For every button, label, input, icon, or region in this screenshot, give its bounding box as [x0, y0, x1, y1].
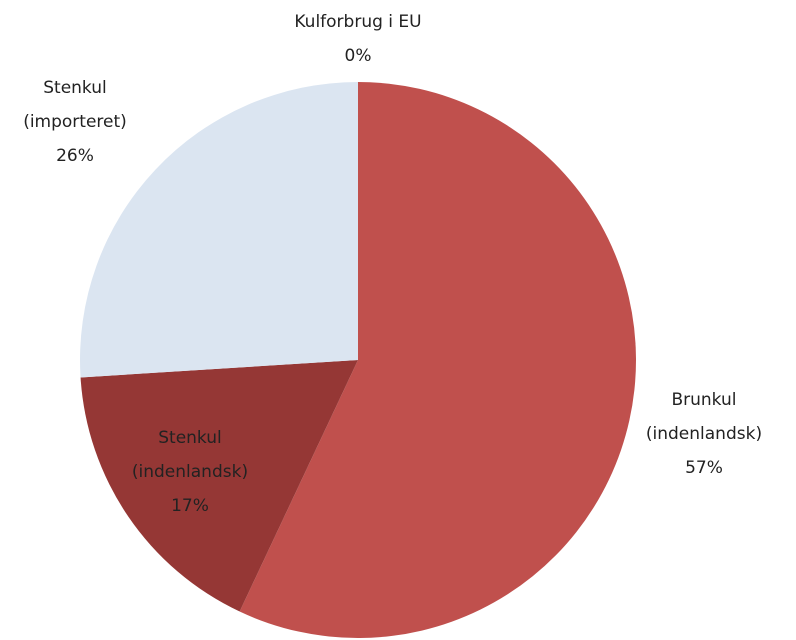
value-label: 0% [345, 46, 372, 66]
pie-slice [239, 82, 637, 639]
value-label: 17% [171, 496, 209, 516]
pie-slice [80, 360, 358, 612]
slice-label: (importeret) [23, 112, 127, 132]
slice-label: (indenlandsk) [132, 462, 248, 482]
slice-label: (indenlandsk) [646, 424, 762, 444]
slice-label: Kulforbrug i EU [294, 12, 421, 32]
pie-slice [79, 82, 358, 378]
slice-label: Stenkul [43, 78, 107, 98]
slice-label: Brunkul [671, 390, 736, 410]
value-label: 26% [56, 146, 94, 166]
value-label: 57% [685, 458, 723, 478]
slice-label: Stenkul [158, 428, 222, 448]
